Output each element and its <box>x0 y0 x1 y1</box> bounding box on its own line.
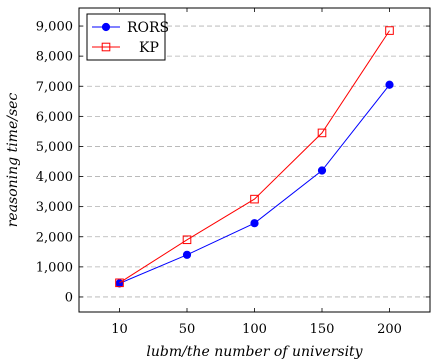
y-tick-label: 9,000 <box>36 20 73 35</box>
data-point <box>385 80 394 89</box>
y-tick-label: 0 <box>65 290 73 305</box>
data-point <box>115 278 124 288</box>
legend-label: KP <box>139 40 159 56</box>
x-tick-label: 150 <box>310 322 335 337</box>
legend-swatch-marker <box>101 42 111 52</box>
y-tick-label: 4,000 <box>36 170 73 185</box>
data-point <box>250 194 259 204</box>
legend-swatch-marker <box>101 22 111 32</box>
y-tick-label: 3,000 <box>36 200 73 215</box>
y-axis-label: reasoning time/sec <box>5 93 21 228</box>
data-point <box>182 250 192 259</box>
x-tick-label: 50 <box>179 322 196 337</box>
y-tick-label: 8,000 <box>36 50 73 65</box>
y-tick-labels: 0 1,000 2,000 3,000 4,000 5,000 6,000 7,000 8,00… <box>36 20 73 306</box>
legend-item-rors: RORS <box>92 20 169 36</box>
data-point <box>250 219 259 228</box>
x-tick-labels: 10 50 100 150 200 <box>111 322 402 337</box>
y-tick-label: 6,000 <box>36 110 73 125</box>
y-tick-label: 1,000 <box>36 260 73 275</box>
legend: RORS KP <box>86 13 169 61</box>
data-point <box>317 128 327 138</box>
legend-box <box>86 13 166 61</box>
data-point <box>385 26 394 35</box>
axis-ticks <box>79 8 430 312</box>
series-rors <box>115 80 394 288</box>
y-tick-label: 2,000 <box>36 230 73 245</box>
x-tick-label: 200 <box>377 322 402 337</box>
legend-item-kp: KP <box>92 40 159 56</box>
legend-label: RORS <box>127 20 169 36</box>
data-point <box>317 166 327 175</box>
y-tick-label: 5,000 <box>36 140 73 155</box>
grid-lines <box>79 25 430 298</box>
series-line <box>119 30 390 284</box>
series-layer <box>115 26 394 288</box>
y-tick-label: 7,000 <box>36 80 73 95</box>
x-tick-label: 100 <box>242 322 267 337</box>
series-line <box>119 84 390 284</box>
series-kp <box>115 26 394 288</box>
data-point <box>182 235 192 245</box>
x-axis-label: lubm/the number of university <box>146 344 363 360</box>
x-tick-label: 10 <box>111 322 128 337</box>
